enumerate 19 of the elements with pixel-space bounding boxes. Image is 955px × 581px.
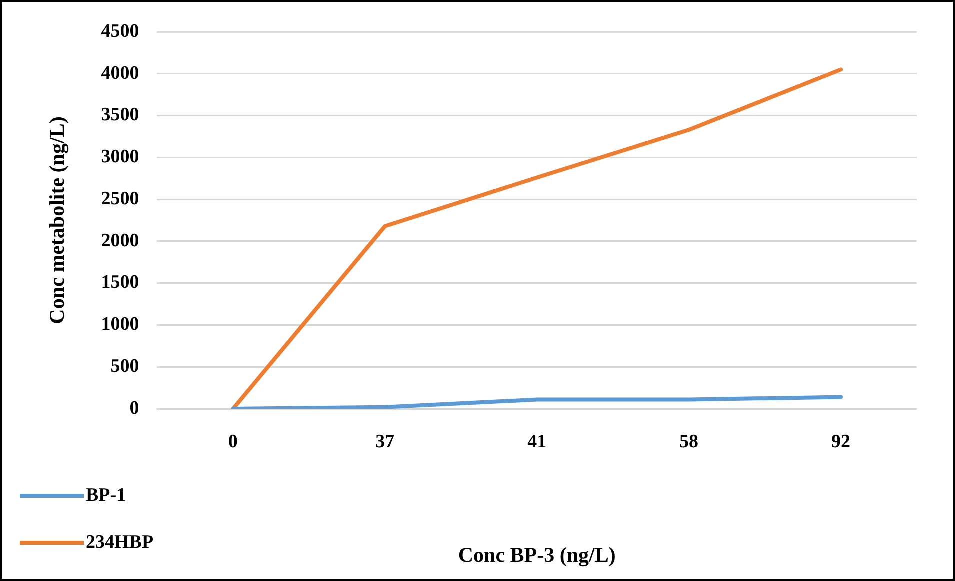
y-tick-label: 4500 [101,20,140,42]
y-tick-label: 3500 [101,104,140,126]
y-tick-label: 500 [110,356,140,378]
x-axis-title: Conc BP-3 (ng/L) [458,542,616,567]
y-tick-label: 2000 [101,230,140,252]
legend-label: BP-1 [86,484,126,506]
legend-label: 234HBP [86,532,154,554]
x-tick-label: 92 [832,431,851,452]
y-axis-title: Conc metabolite (ng/L) [45,116,70,324]
y-tick-label: 0 [130,398,140,419]
x-tick-label: 41 [528,431,547,452]
x-tick-label: 37 [376,431,396,452]
x-tick-label: 0 [228,431,238,452]
x-tick-label: 58 [680,431,699,452]
y-tick-label: 2500 [101,188,140,210]
y-tick-label: 4000 [101,62,140,84]
y-tick-label: 1500 [101,272,140,294]
y-tick-label: 3000 [101,146,140,168]
y-tick-label: 1000 [101,314,140,336]
